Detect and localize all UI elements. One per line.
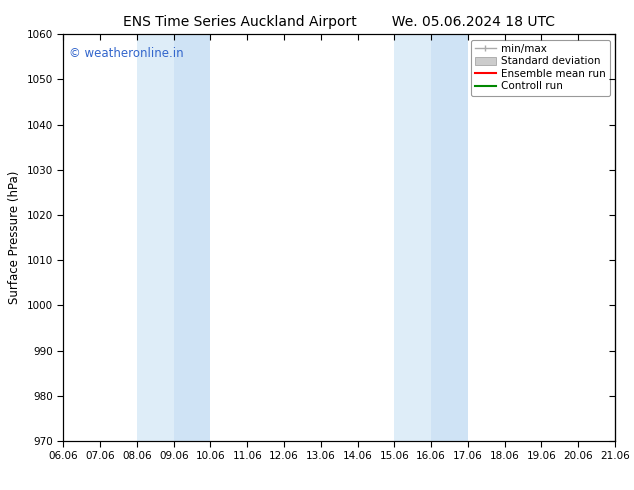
- Bar: [394, 34, 431, 441]
- Bar: [431, 34, 468, 441]
- Bar: [174, 34, 210, 441]
- Bar: [137, 34, 174, 441]
- Title: ENS Time Series Auckland Airport        We. 05.06.2024 18 UTC: ENS Time Series Auckland Airport We. 05.…: [123, 15, 555, 29]
- Legend: min/max, Standard deviation, Ensemble mean run, Controll run: min/max, Standard deviation, Ensemble me…: [470, 40, 610, 96]
- Y-axis label: Surface Pressure (hPa): Surface Pressure (hPa): [8, 171, 21, 304]
- Text: © weatheronline.in: © weatheronline.in: [69, 47, 183, 59]
